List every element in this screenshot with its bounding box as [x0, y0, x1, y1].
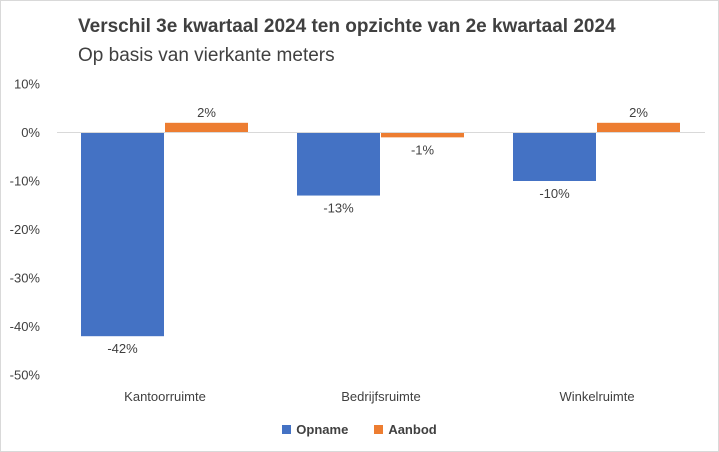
bar-opname-kantoorruimte	[81, 132, 164, 337]
y-tick-label: -50%	[10, 368, 41, 383]
bar-aanbod-kantoorruimte	[165, 122, 248, 133]
legend-label-aanbod: Aanbod	[388, 422, 437, 437]
y-tick-label: -20%	[10, 222, 41, 237]
data-label: -1%	[411, 142, 435, 157]
data-label: -13%	[323, 201, 354, 216]
y-tick-label: -40%	[10, 319, 41, 334]
bar-opname-bedrijfsruimte	[297, 132, 380, 196]
data-label: -42%	[107, 341, 138, 356]
y-tick-label: 10%	[14, 77, 40, 92]
bar-aanbod-winkelruimte	[597, 122, 680, 133]
chart-legend: Opname Aanbod	[0, 422, 719, 437]
bar-opname-winkelruimte	[513, 132, 596, 181]
data-label: 2%	[629, 105, 648, 120]
data-label: -10%	[539, 186, 570, 201]
legend-label-opname: Opname	[296, 422, 349, 437]
chart-subtitle: Op basis van vierkante meters	[78, 45, 335, 66]
data-label: 2%	[197, 105, 216, 120]
legend-swatch-aanbod	[374, 425, 384, 434]
y-tick-label: 0%	[21, 125, 40, 140]
category-label: Winkelruimte	[559, 389, 634, 404]
y-tick-label: -10%	[10, 174, 41, 189]
legend-item-opname: Opname	[282, 422, 348, 437]
legend-item-aanbod: Aanbod	[374, 422, 437, 437]
y-tick-label: -30%	[10, 271, 41, 286]
legend-swatch-opname	[282, 425, 292, 434]
chart-title: Verschil 3e kwartaal 2024 ten opzichte v…	[78, 16, 616, 37]
bar-aanbod-bedrijfsruimte	[381, 132, 464, 138]
category-label: Kantoorruimte	[124, 389, 206, 404]
category-label: Bedrijfsruimte	[341, 389, 420, 404]
